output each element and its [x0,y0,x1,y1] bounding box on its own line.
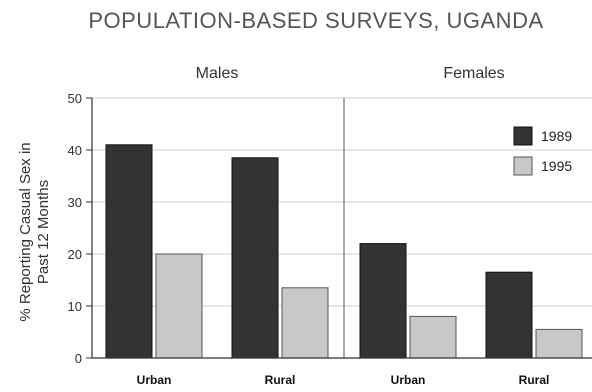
legend-swatch-1989 [513,126,533,146]
y-tick-label-0: 0 [75,351,82,366]
y-tick-label-50: 50 [68,91,82,106]
bar-males-urban-1995 [155,253,203,359]
bar-females-urban-1989 [359,243,407,359]
legend-label-1995: 1995 [541,158,572,174]
y-tick-label-20: 20 [68,247,82,262]
y-tick-label-30: 30 [68,195,82,210]
y-axis-label: % Reporting Casual Sex in Past 12 Months [17,142,52,321]
y-ticks: 0 10 20 30 40 50 [68,91,92,366]
y-tick-label-10: 10 [68,299,82,314]
panel-label-females: Females [443,65,504,82]
category-label-males-urban: Urban [137,373,172,387]
bar-females-urban-1995 [409,315,457,359]
legend-swatch-1995 [513,156,533,176]
y-axis-label-line-2: Past 12 Months [35,180,52,284]
bar-males-rural-1995 [281,287,329,359]
axes [91,98,592,359]
bars [105,144,583,359]
legend: 1989 1995 [513,126,572,176]
category-labels: Urban Rural Urban Rural [137,373,550,387]
bar-females-rural-1995 [535,328,583,359]
bar-males-rural-1989 [231,157,279,359]
legend-label-1989: 1989 [541,128,572,144]
category-label-females-urban: Urban [391,373,426,387]
y-tick-label-40: 40 [68,143,82,158]
bar-females-rural-1989 [485,271,533,359]
panel-label-males: Males [196,65,239,82]
y-axis-label-line-1: % Reporting Casual Sex in [17,142,34,321]
bar-males-urban-1989 [105,144,153,359]
chart-title: POPULATION-BASED SURVEYS, UGANDA [88,8,543,33]
category-label-males-rural: Rural [265,373,296,387]
category-label-females-rural: Rural [519,373,550,387]
